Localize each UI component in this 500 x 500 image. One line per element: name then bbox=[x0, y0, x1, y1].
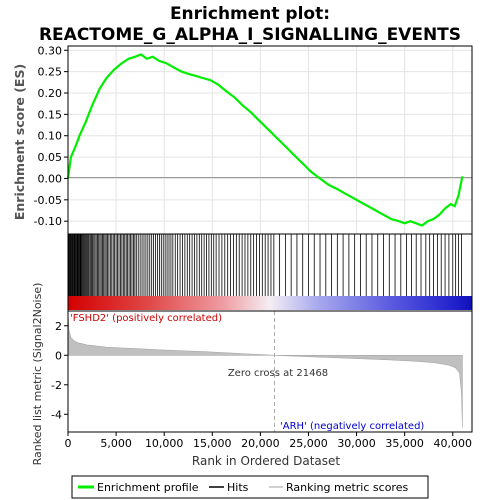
legend-enrichment-profile-label: Enrichment profile bbox=[97, 481, 199, 494]
x-tick-label: 20,000 bbox=[241, 437, 280, 450]
chart-title-line1: Enrichment plot: bbox=[170, 4, 330, 24]
es-y-tick-label: -0.05 bbox=[34, 194, 62, 207]
enrichment-profile-line bbox=[66, 53, 464, 227]
legend: Enrichment profile Hits Ranking metric s… bbox=[71, 475, 429, 499]
x-tick-label: 30,000 bbox=[337, 437, 376, 450]
es-y-tick-label: -0.10 bbox=[34, 215, 62, 228]
chart-title-line2: REACTOME_G_ALPHA_I_SIGNALLING_EVENTS bbox=[39, 25, 461, 45]
metric-y-axis: -4 -2 0 2 bbox=[51, 320, 68, 421]
x-tick-label: 40,000 bbox=[434, 437, 473, 450]
x-tick-label: 25,000 bbox=[289, 437, 328, 450]
x-tick-label: 15,000 bbox=[193, 437, 232, 450]
es-gridlines bbox=[67, 46, 472, 234]
x-tick-label: 35,000 bbox=[385, 437, 424, 450]
es-y-axis-label: Enrichment score (ES) bbox=[12, 64, 27, 220]
negative-correlation-label: 'ARH' (negatively correlated) bbox=[280, 421, 424, 432]
es-y-tick-label: 0.25 bbox=[38, 66, 63, 79]
ranking-color-bar bbox=[68, 296, 472, 310]
hits-panel bbox=[67, 233, 473, 312]
positive-correlation-label: 'FSHD2' (positively correlated) bbox=[70, 313, 222, 324]
x-tick-label: 0 bbox=[65, 437, 72, 450]
es-y-tick-label: 0.15 bbox=[38, 108, 63, 121]
es-y-tick-label: 0.20 bbox=[38, 87, 63, 100]
ranked-metric-panel: Zero cross at 21468 'FSHD2' (positively … bbox=[31, 283, 473, 466]
es-y-tick-label: 0.00 bbox=[38, 172, 63, 185]
metric-y-axis-label: Ranked list metric (Signal2Noise) bbox=[31, 283, 44, 466]
x-axis-label: Rank in Ordered Dataset bbox=[192, 454, 340, 468]
metric-y-tick-label: -2 bbox=[51, 379, 62, 392]
es-y-tick-label: 0.05 bbox=[38, 151, 63, 164]
hits-lines bbox=[68, 234, 462, 296]
metric-y-tick-label: 2 bbox=[55, 320, 62, 333]
x-tick-label: 5,000 bbox=[100, 437, 132, 450]
metric-panel-frame bbox=[67, 310, 473, 433]
es-y-axis: -0.10 -0.05 0.00 0.05 0.10 0.15 0.20 0.25 0.30 bbox=[34, 44, 68, 228]
legend-ranking-metric-label: Ranking metric scores bbox=[286, 481, 408, 494]
es-panel-frame bbox=[67, 45, 473, 235]
x-tick-label: 10,000 bbox=[145, 437, 184, 450]
es-y-tick-label: 0.10 bbox=[38, 130, 63, 143]
zero-cross-label: Zero cross at 21468 bbox=[228, 368, 328, 379]
metric-y-tick-label: 0 bbox=[55, 349, 62, 362]
legend-hits-label: Hits bbox=[227, 481, 249, 494]
legend-box bbox=[71, 475, 429, 499]
metric-y-tick-label: -4 bbox=[51, 408, 62, 421]
es-y-tick-label: 0.30 bbox=[38, 44, 63, 57]
enrichment-score-panel: -0.10 -0.05 0.00 0.05 0.10 0.15 0.20 0.25 0.30 E… bbox=[12, 44, 473, 235]
x-axis: 0 5,000 10,000 15,000 20,000 25,000 30,000 35,0… bbox=[65, 432, 473, 450]
